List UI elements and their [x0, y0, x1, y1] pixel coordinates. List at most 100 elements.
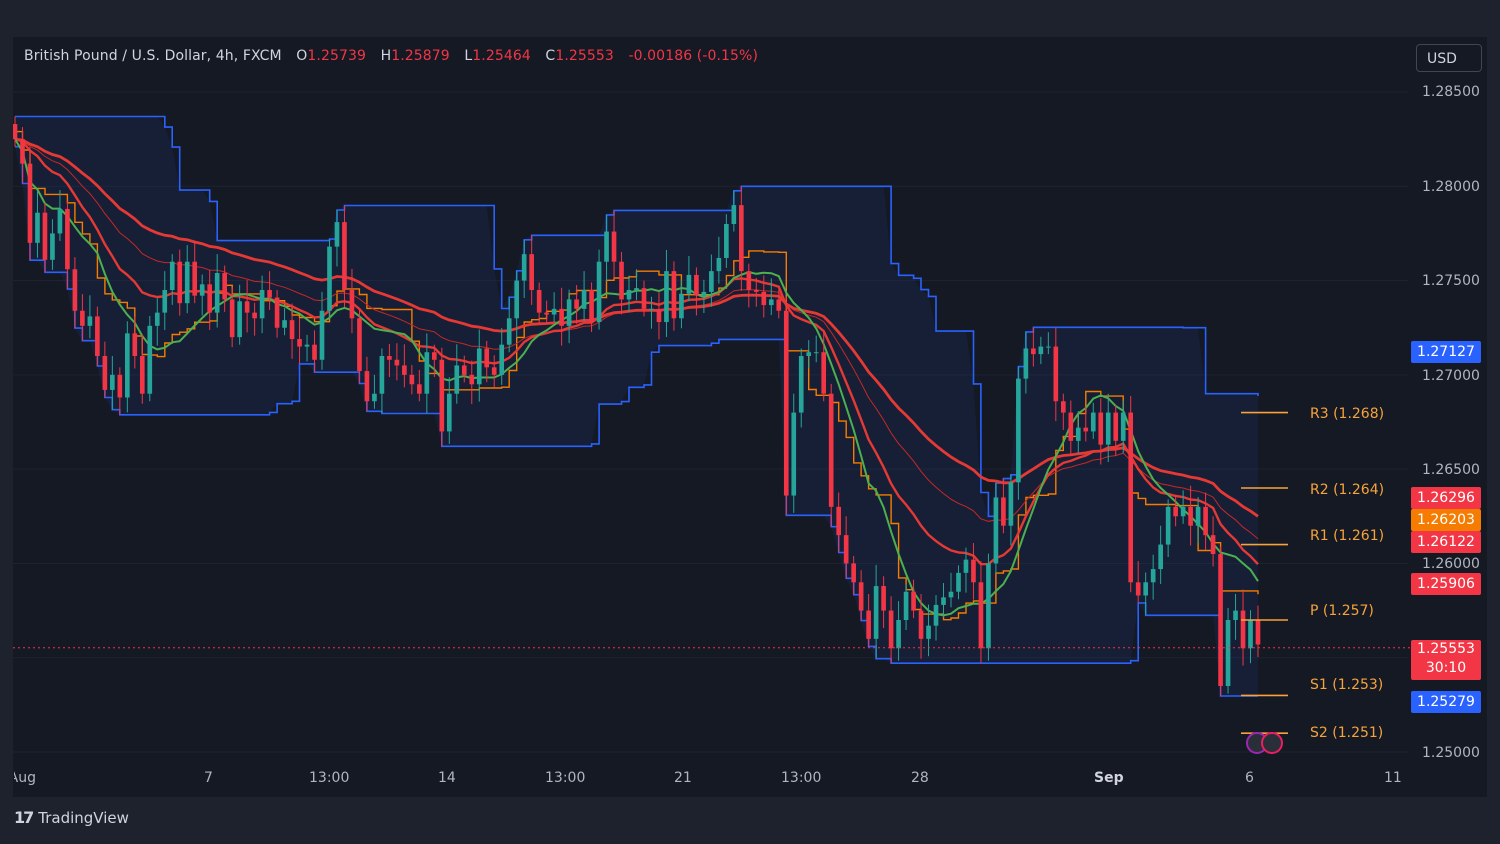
candle-body: [214, 273, 220, 313]
candle-body: [768, 299, 774, 306]
close-value: 1.25553: [555, 48, 614, 64]
chart-pane[interactable]: [13, 37, 1487, 797]
candle-body: [986, 563, 991, 649]
candle-body: [956, 572, 961, 592]
candle-body: [1105, 412, 1111, 445]
candle-body: [184, 261, 190, 304]
candle-body: [739, 205, 744, 272]
candle-body: [514, 280, 520, 319]
candle-body: [95, 316, 100, 356]
candle-body: [372, 393, 377, 402]
candle-body: [364, 371, 370, 402]
time-axis-label: Sep: [1094, 770, 1124, 786]
candle-body: [619, 261, 624, 300]
price-axis-label: 1.27500: [1422, 273, 1480, 289]
time-axis-label: 13:00: [545, 770, 586, 786]
candle-body: [971, 559, 976, 583]
symbol-title[interactable]: British Pound / U.S. Dollar, 4h, FXCM: [24, 48, 282, 64]
candle-body: [312, 344, 317, 360]
donchian-upper-tag: 1.27127: [1411, 341, 1481, 363]
candle-body: [117, 374, 123, 398]
price-chart[interactable]: [13, 37, 1487, 797]
candle-body: [327, 246, 332, 311]
candle-body: [1165, 506, 1171, 545]
candle-body: [252, 312, 257, 319]
candle-body: [169, 261, 175, 290]
candle-body: [20, 139, 25, 164]
candle-body: [791, 412, 797, 496]
candle-body: [1233, 610, 1238, 620]
candle-body: [289, 320, 295, 340]
candle-body: [933, 604, 939, 626]
candle-body: [1135, 582, 1141, 596]
candle-body: [1016, 378, 1021, 483]
candle-body: [1210, 535, 1216, 554]
candle-body: [259, 290, 265, 319]
pivot-r1-label: R1 (1.261): [1310, 528, 1385, 544]
candle-body: [1083, 427, 1089, 432]
candle-body: [177, 261, 183, 304]
candle-body: [1180, 506, 1186, 517]
candle-body: [649, 308, 654, 310]
candle-body: [963, 559, 969, 573]
pivot-r2-label: R2 (1.264): [1310, 482, 1385, 498]
candle-body: [731, 205, 737, 224]
candle-body: [634, 288, 639, 290]
candle-body: [417, 384, 422, 394]
candle-body: [521, 254, 527, 281]
price-axis-label: 1.25000: [1422, 745, 1480, 761]
candle-body: [626, 290, 632, 300]
time-axis-label: Aug: [14, 770, 36, 786]
candle-body: [199, 284, 205, 296]
candle-body: [484, 348, 490, 368]
candle-body: [80, 310, 85, 326]
candle-body: [446, 393, 452, 432]
candle-body: [1240, 610, 1246, 649]
candle-body: [267, 290, 272, 298]
candle-body: [1195, 506, 1201, 526]
candle-body: [1225, 620, 1231, 686]
time-axis-label: 13:00: [309, 770, 350, 786]
candle-body: [858, 582, 864, 611]
candle-body: [1008, 482, 1014, 526]
candle-body: [694, 274, 699, 296]
candle-body: [978, 582, 984, 649]
candle-body: [1046, 346, 1051, 348]
candle-body: [1255, 620, 1261, 645]
ma-slow-tag: 1.26296: [1411, 487, 1481, 509]
candle-body: [461, 365, 467, 375]
candle-body: [409, 374, 415, 385]
candle-body: [724, 224, 729, 258]
candle-body: [154, 312, 160, 326]
ma-mid-tag: 1.26122: [1411, 531, 1481, 553]
donchian-lower-tag: 1.25279: [1411, 691, 1481, 713]
candle-body: [753, 290, 759, 292]
candle-body: [1053, 346, 1059, 402]
candle-body: [536, 290, 542, 313]
time-axis-label: 21: [674, 770, 692, 786]
candle-body: [1128, 412, 1134, 583]
candle-body: [424, 352, 430, 394]
candle-body: [716, 257, 722, 272]
tradingview-brand: TradingView: [38, 808, 129, 827]
candle-body: [349, 290, 355, 319]
candle-body: [1203, 506, 1208, 536]
candle-body: [798, 356, 804, 413]
candle-body: [918, 610, 924, 639]
candle-body: [1038, 346, 1044, 355]
candle-body: [162, 290, 168, 313]
tradingview-logo[interactable]: 17 TradingView: [14, 808, 129, 827]
currency-button[interactable]: USD: [1416, 44, 1482, 72]
candle-body: [1113, 412, 1119, 441]
candle-body: [1173, 506, 1178, 517]
time-axis-label: 7: [204, 770, 213, 786]
time-axis-label: 6: [1245, 770, 1254, 786]
us-flag-event-icon: [1261, 732, 1283, 754]
candle-body: [941, 597, 946, 605]
pivot-s2-label: S2 (1.251): [1310, 725, 1384, 741]
high-value: 1.25879: [391, 48, 450, 64]
candle-body: [491, 367, 497, 375]
candle-body: [783, 310, 789, 496]
candle-body: [611, 231, 617, 262]
candle-body: [881, 586, 886, 611]
